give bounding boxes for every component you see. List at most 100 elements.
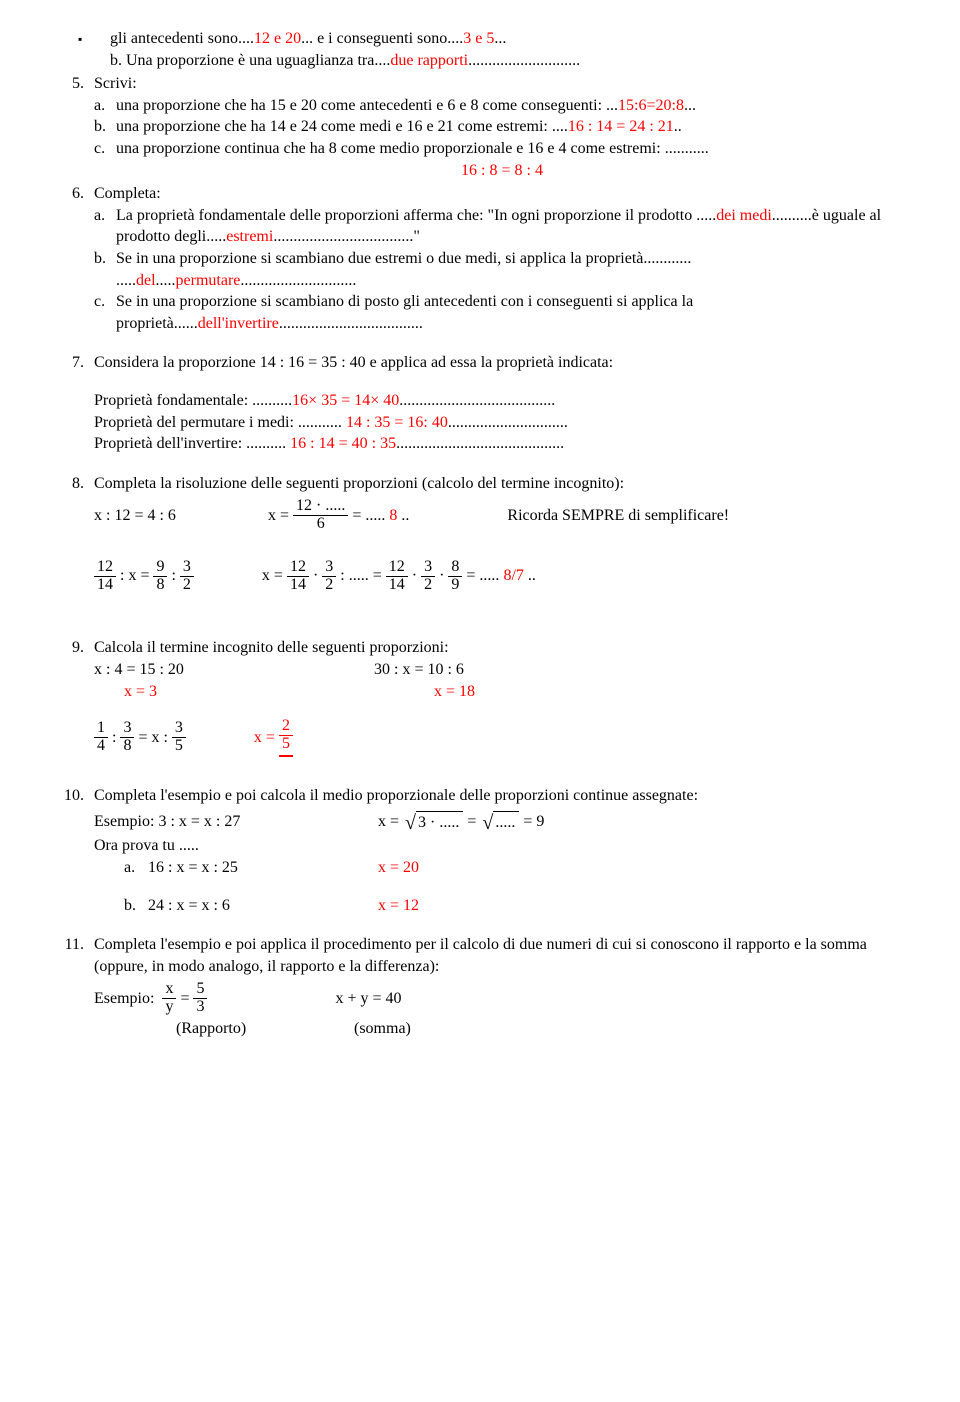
text: ..................................." — [273, 228, 420, 245]
text: 24 : x = x : 6 — [148, 895, 378, 917]
text: : — [171, 565, 175, 587]
fraction: 1214 — [94, 559, 116, 594]
fraction: 14 — [94, 720, 108, 755]
letter: c. — [94, 138, 116, 160]
answer: 14 : 35 = 16: 40 — [342, 414, 448, 431]
text: Completa l'esempio e poi applica il proc… — [94, 934, 910, 977]
bullet-item: gli antecedenti sono....12 e 20... e i c… — [50, 28, 910, 71]
sqrt-icon: ..... — [480, 808, 519, 835]
text: x : 4 = 15 : 20 — [94, 659, 374, 681]
fraction: 89 — [448, 559, 462, 594]
question-10: 10. Completa l'esempio e poi calcola il … — [50, 785, 910, 807]
letter: c. — [94, 291, 116, 334]
text: b. Una proporzione è una uguaglianza tra… — [110, 52, 390, 69]
question-5: 5. Scrivi: a. una proporzione che ha 15 … — [50, 73, 910, 181]
equation-row: 14 : 38 = x : 35 x = 25 — [50, 718, 910, 757]
answer: 12 e 20 — [254, 30, 301, 47]
text: · — [412, 565, 417, 587]
text: (somma) — [354, 1018, 411, 1040]
text: .................................... — [279, 315, 423, 332]
answer: 12 — [403, 897, 419, 914]
text: 30 : x = 10 : 6 — [374, 659, 464, 681]
fraction: 1214 — [287, 559, 309, 594]
text: = — [467, 811, 476, 833]
text: : — [112, 727, 116, 749]
question-6: 6. Completa: a. La proprietà fondamental… — [50, 183, 910, 334]
text: x = — [268, 505, 289, 527]
answer: due rapporti — [390, 52, 468, 69]
text: ........................................… — [396, 435, 564, 452]
text: 16 : x = x : 25 — [148, 857, 378, 879]
text: = ..... — [466, 565, 499, 587]
text: .. — [401, 505, 409, 527]
text: Completa la risoluzione delle seguenti p… — [94, 473, 910, 495]
fraction: 12 · .....6 — [293, 498, 348, 533]
text: : ..... = — [340, 565, 381, 587]
text: .. — [528, 565, 536, 587]
text: x = — [262, 565, 283, 587]
answer: x = 3 — [94, 681, 404, 703]
text: Ricorda SEMPRE di semplificare! — [507, 505, 729, 527]
text: = x : — [138, 727, 167, 749]
answer: x = 18 — [404, 681, 475, 703]
number: 7. — [50, 352, 94, 374]
number: 8. — [50, 473, 94, 495]
heading: Completa: — [94, 183, 910, 205]
answer: 8 — [389, 505, 397, 527]
text: ... — [684, 97, 696, 114]
answer: 16 : 14 = 24 : 21 — [568, 118, 674, 135]
answer: dei medi — [716, 207, 772, 224]
fraction: 38 — [120, 720, 134, 755]
number: 11. — [50, 934, 94, 977]
fraction: 1214 — [386, 559, 408, 594]
text: x = — [378, 811, 399, 833]
answer: del — [136, 272, 156, 289]
text: gli antecedenti sono.... — [110, 30, 254, 47]
text: ..... — [156, 272, 176, 289]
answer: 8/7 — [503, 565, 523, 587]
fraction: 32 — [322, 559, 336, 594]
answer: estremi — [226, 228, 273, 245]
text: .. — [674, 118, 682, 135]
text: Proprietà dell'invertire: .......... — [94, 435, 286, 452]
text: ............................ — [468, 52, 580, 69]
text: · — [313, 565, 318, 587]
letter: a. — [124, 857, 148, 879]
answer: permutare — [176, 272, 241, 289]
text: ............................. — [240, 272, 356, 289]
text: · — [439, 565, 444, 587]
answer: x = — [378, 859, 403, 876]
bullet-marker — [50, 28, 110, 71]
text: una proporzione che ha 15 e 20 come ante… — [116, 97, 618, 114]
text: ... e i conseguenti sono.... — [301, 30, 463, 47]
question-8: 8. Completa la risoluzione delle seguent… — [50, 473, 910, 495]
sqrt-icon: 3 · ..... — [403, 808, 463, 835]
answer: 16 : 8 = 8 : 4 — [94, 160, 910, 182]
question-11: 11. Completa l'esempio e poi applica il … — [50, 934, 910, 977]
letter: b. — [94, 248, 116, 291]
fraction: 32 — [421, 559, 435, 594]
letter: b. — [124, 895, 148, 917]
text: (Rapporto) — [176, 1018, 354, 1040]
letter: a. — [94, 205, 116, 248]
text: Esempio: 3 : x = x : 27 — [94, 811, 374, 833]
text: Ora prova tu ..... — [50, 835, 910, 857]
fraction: 32 — [180, 559, 194, 594]
text: una proporzione continua che ha 8 come m… — [116, 140, 709, 157]
text: x : 12 = 4 : 6 — [94, 505, 264, 527]
answer: x = — [378, 897, 403, 914]
text: .............................. — [448, 414, 568, 431]
text: La proprietà fondamentale delle proporzi… — [116, 207, 716, 224]
answer: 16 : 14 = 40 : 35 — [286, 435, 396, 452]
text: = 9 — [523, 811, 544, 833]
fraction: 98 — [153, 559, 167, 594]
answer: 15:6=20:8 — [618, 97, 684, 114]
answer: x = — [254, 727, 275, 749]
number: 6. — [50, 183, 94, 334]
fraction: xy — [162, 981, 176, 1016]
text: = ..... — [352, 505, 385, 527]
answer: 20 — [403, 859, 419, 876]
text: ... — [494, 30, 506, 47]
text: : x = — [120, 565, 149, 587]
number: 10. — [50, 785, 94, 807]
